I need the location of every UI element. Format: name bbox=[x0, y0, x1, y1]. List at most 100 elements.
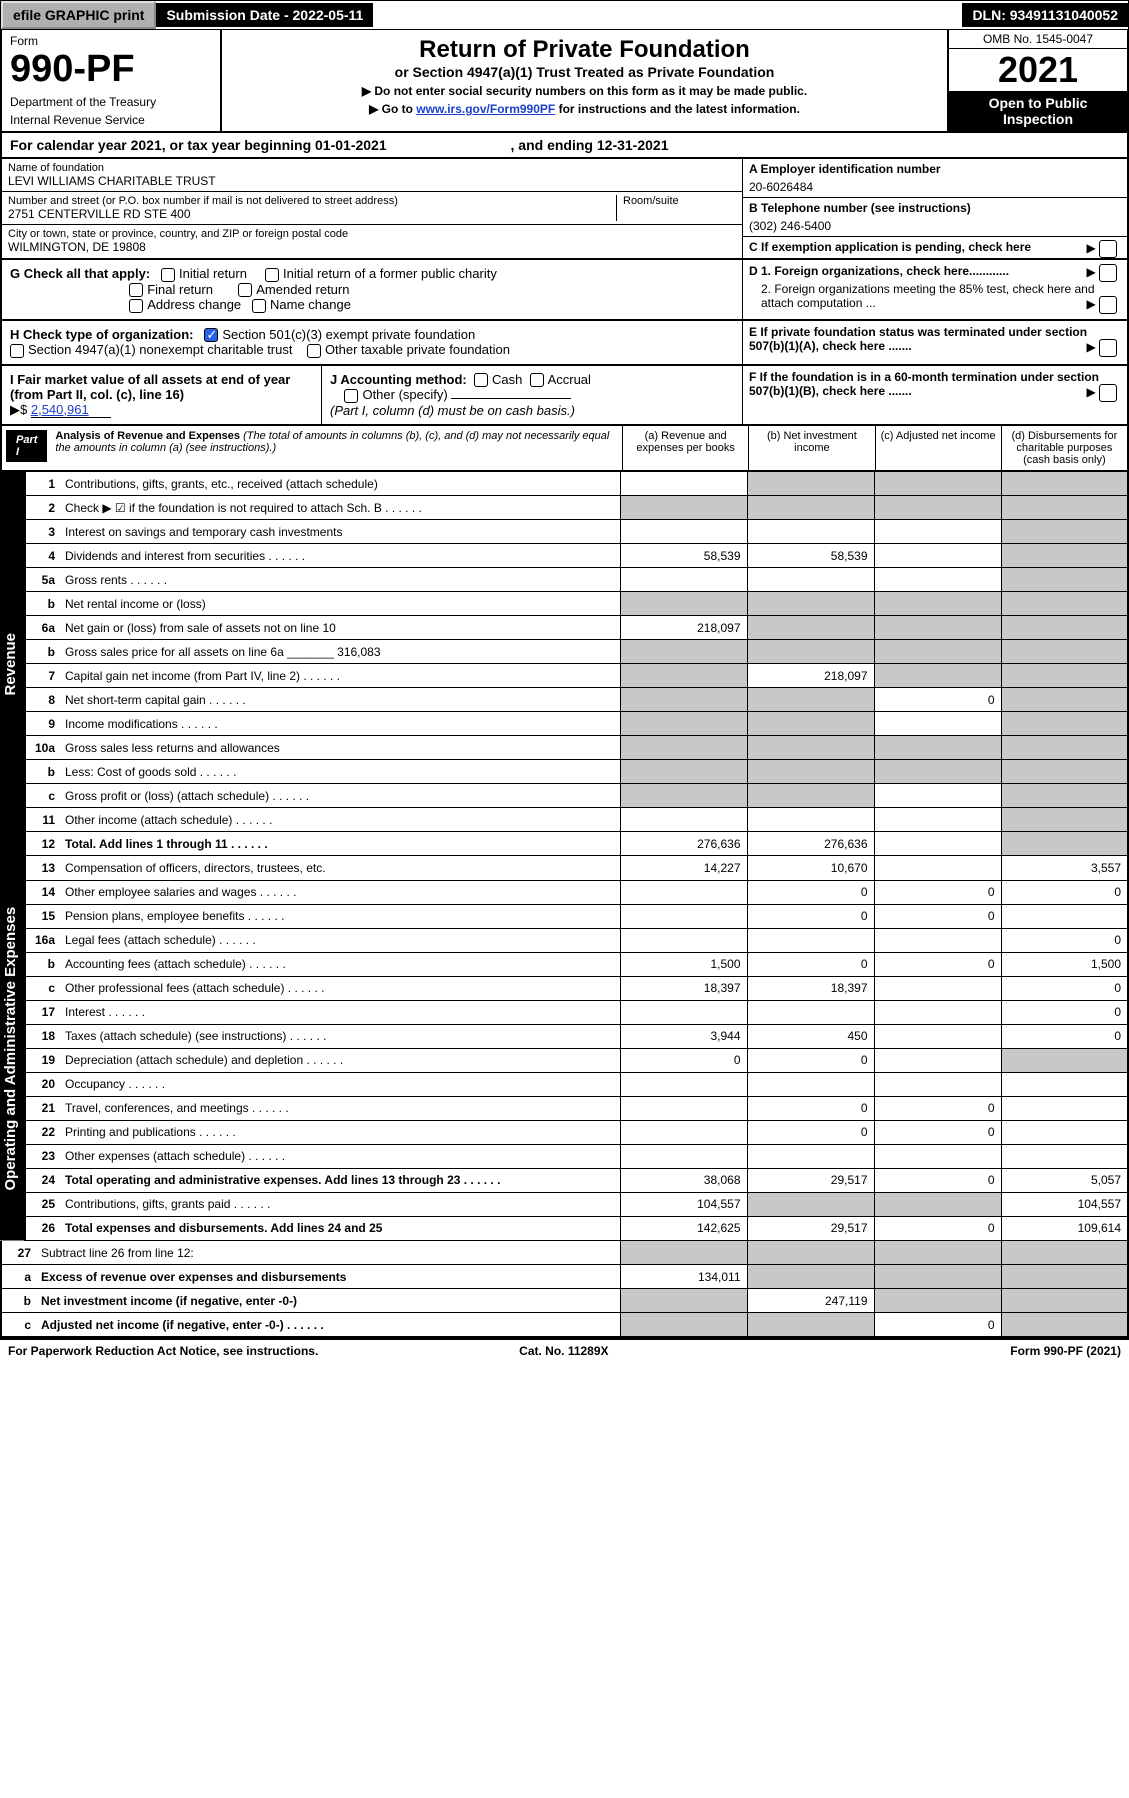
table-cell: 10,670 bbox=[747, 856, 874, 880]
row-label: Dividends and interest from securities .… bbox=[61, 544, 620, 568]
cal-pre: For calendar year 2021, or tax year begi… bbox=[10, 137, 315, 153]
501c3-checkbox[interactable] bbox=[204, 328, 218, 342]
row-label: Gross sales less returns and allowances bbox=[61, 736, 620, 760]
table-cell: 0 bbox=[1001, 928, 1128, 952]
table-row: 7Capital gain net income (from Part IV, … bbox=[25, 664, 1128, 688]
col-a-header: (a) Revenue and expenses per books bbox=[622, 426, 748, 470]
table-row: bLess: Cost of goods sold . . . . . . bbox=[25, 760, 1128, 784]
table-cell bbox=[620, 1120, 747, 1144]
row-number: b bbox=[25, 952, 61, 976]
d2-row: 2. Foreign organizations meeting the 85%… bbox=[749, 282, 1121, 310]
cal-end: 12-31-2021 bbox=[597, 137, 669, 153]
h-label: H Check type of organization: bbox=[10, 327, 193, 342]
d2-label: 2. Foreign organizations meeting the 85%… bbox=[761, 282, 1095, 310]
row-label: Gross profit or (loss) (attach schedule)… bbox=[61, 784, 620, 808]
d1-checkbox[interactable] bbox=[1099, 264, 1117, 282]
city-state-zip: WILMINGTON, DE 19808 bbox=[8, 240, 736, 254]
page-footer: For Paperwork Reduction Act Notice, see … bbox=[0, 1338, 1129, 1362]
table-cell bbox=[620, 472, 747, 496]
table-cell bbox=[874, 568, 1001, 592]
table-cell bbox=[620, 496, 747, 520]
room-label: Room/suite bbox=[623, 195, 736, 207]
table-cell bbox=[747, 616, 874, 640]
row-number: 8 bbox=[25, 688, 61, 712]
foundation-name: LEVI WILLIAMS CHARITABLE TRUST bbox=[8, 174, 736, 188]
table-cell bbox=[874, 640, 1001, 664]
open-to-public: Open to Public Inspection bbox=[949, 91, 1127, 131]
table-cell bbox=[1001, 664, 1128, 688]
table-row: cOther professional fees (attach schedul… bbox=[25, 976, 1128, 1000]
irs-link[interactable]: www.irs.gov/Form990PF bbox=[416, 102, 555, 116]
row-label: Depreciation (attach schedule) and deple… bbox=[61, 1048, 620, 1072]
table-cell bbox=[1001, 808, 1128, 832]
row-number: b bbox=[25, 592, 61, 616]
cat-number: Cat. No. 11289X bbox=[519, 1344, 608, 1358]
table-row: bAccounting fees (attach schedule) . . .… bbox=[25, 952, 1128, 976]
j-note: (Part I, column (d) must be on cash basi… bbox=[330, 403, 575, 418]
table-cell: 0 bbox=[874, 1168, 1001, 1192]
final-return-checkbox[interactable] bbox=[129, 283, 143, 297]
row-number: c bbox=[25, 976, 61, 1000]
e-checkbox[interactable] bbox=[1099, 339, 1117, 357]
initial-former-checkbox[interactable] bbox=[265, 268, 279, 282]
table-cell bbox=[874, 1241, 1001, 1265]
accrual-checkbox[interactable] bbox=[530, 373, 544, 387]
other-taxable-label: Other taxable private foundation bbox=[325, 342, 510, 357]
row-label: Capital gain net income (from Part IV, l… bbox=[61, 664, 620, 688]
table-cell bbox=[1001, 1144, 1128, 1168]
submission-date-value: 2022-05-11 bbox=[293, 7, 364, 23]
table-cell: 218,097 bbox=[747, 664, 874, 688]
goto-note: ▶ Go to www.irs.gov/Form990PF for instru… bbox=[230, 102, 939, 116]
i-arrow: ▶$ bbox=[10, 402, 27, 417]
table-cell bbox=[874, 664, 1001, 688]
row-label: Check ▶ ☑ if the foundation is not requi… bbox=[61, 496, 620, 520]
dln-label: DLN: bbox=[972, 7, 1009, 23]
table-cell: 1,500 bbox=[1001, 952, 1128, 976]
c-checkbox[interactable] bbox=[1099, 240, 1117, 258]
table-cell bbox=[1001, 1313, 1128, 1337]
row-label: Excess of revenue over expenses and disb… bbox=[37, 1265, 620, 1289]
table-row: bNet investment income (if negative, ent… bbox=[1, 1289, 1128, 1313]
table-cell: 58,539 bbox=[620, 544, 747, 568]
4947-checkbox[interactable] bbox=[10, 344, 24, 358]
table-cell bbox=[620, 1241, 747, 1265]
table-cell bbox=[874, 832, 1001, 856]
table-cell bbox=[874, 736, 1001, 760]
table-cell bbox=[620, 880, 747, 904]
table-row: 9Income modifications . . . . . . bbox=[25, 712, 1128, 736]
table-cell bbox=[1001, 784, 1128, 808]
table-cell: 0 bbox=[874, 904, 1001, 928]
table-cell bbox=[1001, 640, 1128, 664]
table-cell: 0 bbox=[747, 1096, 874, 1120]
other-method-checkbox[interactable] bbox=[344, 389, 358, 403]
f-checkbox[interactable] bbox=[1099, 384, 1117, 402]
table-cell bbox=[747, 496, 874, 520]
row-number: 10a bbox=[25, 736, 61, 760]
amended-return-checkbox[interactable] bbox=[238, 283, 252, 297]
row-number: 2 bbox=[25, 496, 61, 520]
row-label: Adjusted net income (if negative, enter … bbox=[37, 1313, 620, 1337]
efile-print-button[interactable]: efile GRAPHIC print bbox=[1, 1, 156, 29]
table-cell: 0 bbox=[874, 1120, 1001, 1144]
table-cell bbox=[874, 784, 1001, 808]
table-cell: 0 bbox=[747, 1048, 874, 1072]
address-change-checkbox[interactable] bbox=[129, 299, 143, 313]
name-change-checkbox[interactable] bbox=[252, 299, 266, 313]
revenue-side-label: Revenue bbox=[0, 472, 24, 857]
table-cell bbox=[620, 928, 747, 952]
table-cell bbox=[620, 520, 747, 544]
address-cell: Number and street (or P.O. box number if… bbox=[2, 192, 742, 225]
phone-cell: B Telephone number (see instructions) (3… bbox=[743, 198, 1127, 237]
table-cell bbox=[620, 1072, 747, 1096]
row-label: Gross rents . . . . . . bbox=[61, 568, 620, 592]
form-header: Form 990-PF Department of the Treasury I… bbox=[0, 30, 1129, 133]
fmv-value[interactable]: 2,540,961 bbox=[31, 402, 111, 418]
cash-checkbox[interactable] bbox=[474, 373, 488, 387]
e-label: E If private foundation status was termi… bbox=[749, 325, 1087, 353]
table-cell: 0 bbox=[747, 904, 874, 928]
initial-return-checkbox[interactable] bbox=[161, 268, 175, 282]
d1-label: D 1. Foreign organizations, check here..… bbox=[749, 264, 1009, 278]
d2-checkbox[interactable] bbox=[1099, 296, 1117, 314]
table-cell bbox=[620, 760, 747, 784]
other-taxable-checkbox[interactable] bbox=[307, 344, 321, 358]
